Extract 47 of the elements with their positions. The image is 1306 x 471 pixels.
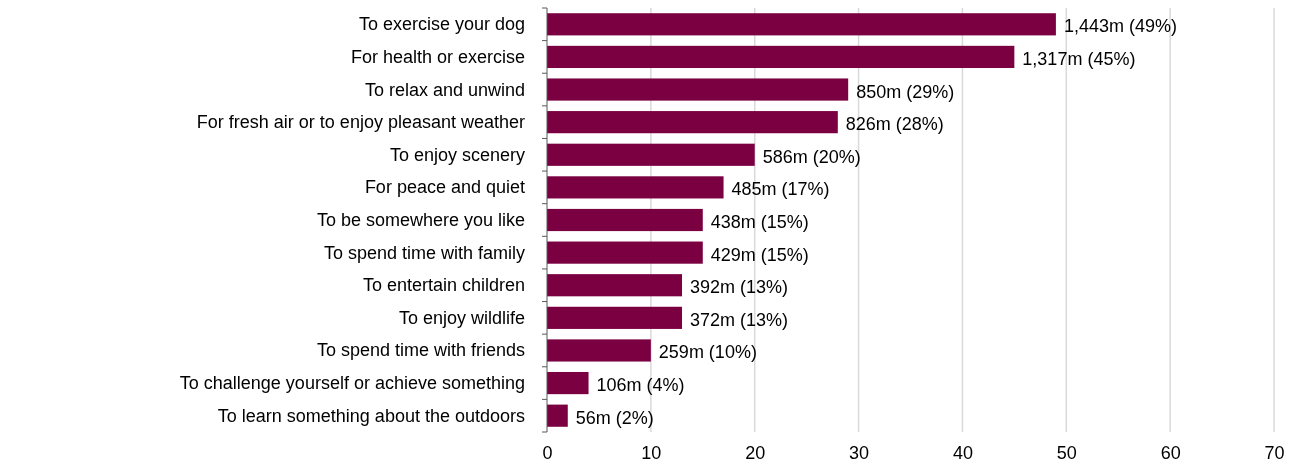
data-label: 1,443m (49%): [1063, 16, 1177, 37]
bar: [547, 45, 1015, 69]
bar: [547, 306, 683, 329]
y-tick-label: To enjoy wildlife: [398, 307, 525, 328]
data-label: 586m (20%): [762, 146, 861, 167]
bar: [547, 274, 683, 297]
bar: [547, 176, 724, 199]
x-tick-label: 20: [745, 442, 766, 463]
data-label: 372m (13%): [690, 309, 789, 330]
x-tick-label: 50: [1056, 442, 1077, 463]
data-label: 106m (4%): [596, 375, 685, 396]
data-label: 259m (10%): [658, 342, 757, 363]
data-label: 485m (17%): [731, 179, 830, 200]
bar: [547, 241, 703, 264]
bar: [547, 13, 1056, 36]
y-tick-label: For fresh air or to enjoy pleasant weather: [196, 112, 525, 133]
bar: [547, 339, 651, 362]
bar: [547, 78, 849, 101]
bar: [547, 143, 755, 166]
y-tick-label: To spend time with friends: [316, 340, 525, 361]
data-label: 56m (2%): [575, 407, 654, 428]
y-tick-label: To be somewhere you like: [316, 210, 525, 230]
y-tick-label: To relax and unwind: [364, 79, 525, 100]
data-label: 850m (29%): [856, 81, 955, 102]
y-tick-label: To learn something about the outdoors: [217, 405, 525, 426]
x-tick-label: 30: [849, 442, 870, 463]
y-tick-label: For health or exercise: [350, 46, 525, 67]
y-tick-label: To entertain children: [362, 275, 525, 296]
x-tick-label: 60: [1160, 442, 1181, 463]
y-tick-label: To exercise your dog: [358, 14, 525, 35]
x-tick-label: 10: [641, 442, 662, 463]
data-label: 392m (13%): [690, 277, 789, 298]
data-label: 826m (28%): [845, 114, 944, 135]
y-tick-label: For peace and quiet: [364, 177, 525, 198]
bar: [547, 404, 568, 427]
bar: [547, 208, 703, 232]
y-tick-label: To enjoy scenery: [389, 144, 525, 165]
data-label: 438m (15%): [710, 212, 809, 232]
data-label: 429m (15%): [710, 244, 809, 265]
x-tick-label: 40: [952, 442, 973, 463]
bar: [547, 371, 589, 395]
data-label: 1,317m (45%): [1022, 48, 1136, 69]
bar: [547, 111, 838, 134]
y-tick-label: To spend time with family: [323, 242, 525, 263]
y-tick-label: To challenge yourself or achieve something: [179, 373, 525, 394]
x-tick-label: 0: [542, 442, 553, 463]
x-tick-label: 70: [1264, 442, 1285, 463]
